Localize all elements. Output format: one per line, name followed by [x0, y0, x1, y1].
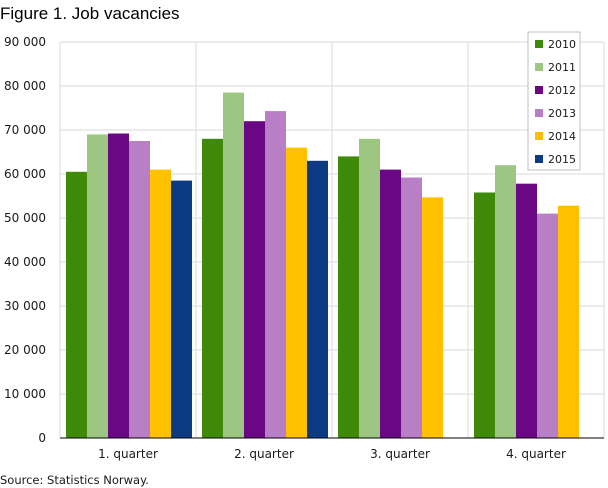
bar-2012-q3	[380, 169, 401, 438]
y-tick-label: 80 000	[4, 79, 46, 93]
bar-2012-q4	[516, 183, 537, 438]
axes: 0 10 000 20 000 30 000 40 000 50 000 60 000 70 …	[4, 35, 604, 461]
bar-2014-q3	[422, 197, 443, 438]
y-tick-label: 40 000	[4, 255, 46, 269]
y-tick-label: 70 000	[4, 123, 46, 137]
bar-2013-q2	[265, 111, 286, 438]
source-note: Source: Statistics Norway.	[0, 473, 149, 487]
y-tick-label: 50 000	[4, 211, 46, 225]
y-tick-label: 60 000	[4, 167, 46, 181]
bar-2013-q3	[401, 177, 422, 438]
legend-swatch-2015	[535, 155, 543, 163]
bar-2010-q4	[474, 192, 495, 438]
bar-2011-q2	[223, 92, 244, 438]
y-tick-label: 10 000	[4, 387, 46, 401]
bar-2010-q1	[66, 171, 87, 439]
bar-2010-q2	[202, 138, 223, 439]
bar-2010-q3	[338, 156, 359, 438]
bar-2011-q1	[87, 134, 108, 438]
bar-2014-q2	[286, 147, 307, 438]
bar-2013-q1	[129, 141, 150, 438]
bar-2013-q4	[537, 213, 558, 438]
bars	[66, 92, 579, 439]
legend-swatch-2014	[535, 132, 543, 140]
legend-swatch-2011	[535, 63, 543, 71]
y-tick-label: 0	[38, 431, 46, 445]
legend-label-2012: 2012	[548, 84, 576, 97]
legend-swatch-2010	[535, 40, 543, 48]
legend-label-2010: 2010	[548, 38, 576, 51]
bar-2011-q3	[359, 138, 380, 439]
bar-2012-q1	[108, 133, 129, 438]
bar-2014-q4	[558, 205, 579, 438]
bar-2014-q1	[150, 169, 171, 438]
legend-label-2013: 2013	[548, 107, 576, 120]
legend-swatch-2013	[535, 109, 543, 117]
bar-2012-q2	[244, 121, 265, 438]
x-tick-label: 4. quarter	[506, 447, 566, 461]
x-tick-label: 1. quarter	[98, 447, 158, 461]
legend-swatch-2012	[535, 86, 543, 94]
legend-label-2014: 2014	[548, 130, 576, 143]
bar-2011-q4	[495, 165, 516, 438]
bar-2015-q1	[171, 180, 192, 438]
x-tick-label: 2. quarter	[234, 447, 294, 461]
y-tick-label: 20 000	[4, 343, 46, 357]
chart-title: Figure 1. Job vacancies	[0, 4, 180, 23]
x-tick-label: 3. quarter	[370, 447, 430, 461]
legend-box	[527, 31, 581, 171]
y-tick-label: 90 000	[4, 35, 46, 49]
y-tick-label: 30 000	[4, 299, 46, 313]
legend-label-2011: 2011	[548, 61, 576, 74]
bar-2015-q2	[307, 160, 328, 439]
legend: 2010 2011 2012 2013 2014 2015	[527, 31, 581, 171]
legend-label-2015: 2015	[548, 153, 576, 166]
